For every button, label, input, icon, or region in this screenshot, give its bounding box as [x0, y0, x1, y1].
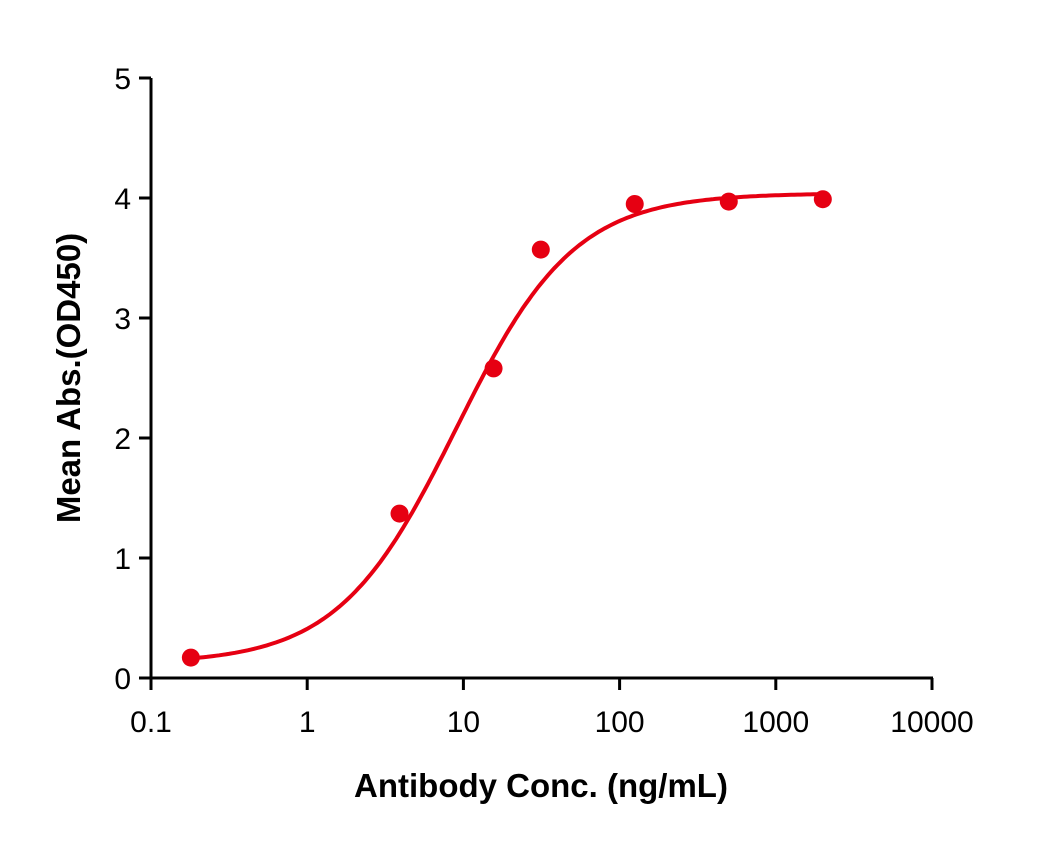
data-point	[531, 240, 550, 259]
data-point	[625, 195, 644, 213]
y-tick-label: 0	[114, 663, 131, 696]
y-tick-label: 2	[114, 423, 131, 456]
x-tick-label: 0.1	[130, 706, 172, 739]
y-axis-title: Mean Abs.(OD450)	[50, 233, 87, 523]
y-tick-label: 4	[114, 183, 131, 216]
data-point	[181, 648, 200, 667]
fit-curve	[190, 192, 823, 661]
data-point	[719, 192, 738, 211]
x-tick-label: 10	[447, 706, 480, 739]
x-tick-label: 1000	[742, 706, 809, 739]
data-point	[813, 190, 832, 209]
data-points	[181, 190, 832, 667]
x-tick-label: 1	[299, 706, 316, 739]
y-tick-label: 5	[114, 63, 131, 96]
data-point	[390, 504, 409, 523]
x-tick-label: 10000	[890, 706, 973, 739]
y-tick-label: 3	[114, 303, 131, 336]
y-axis: 0 1 2 3 4 5	[114, 63, 153, 696]
x-tick-label: 100	[595, 706, 645, 739]
y-tick-label: 1	[114, 543, 131, 576]
x-axis-title: Antibody Conc. (ng/mL)	[354, 767, 728, 804]
data-point	[484, 359, 503, 378]
x-axis: 0.1 1 10 100 1000 10000	[130, 676, 974, 739]
